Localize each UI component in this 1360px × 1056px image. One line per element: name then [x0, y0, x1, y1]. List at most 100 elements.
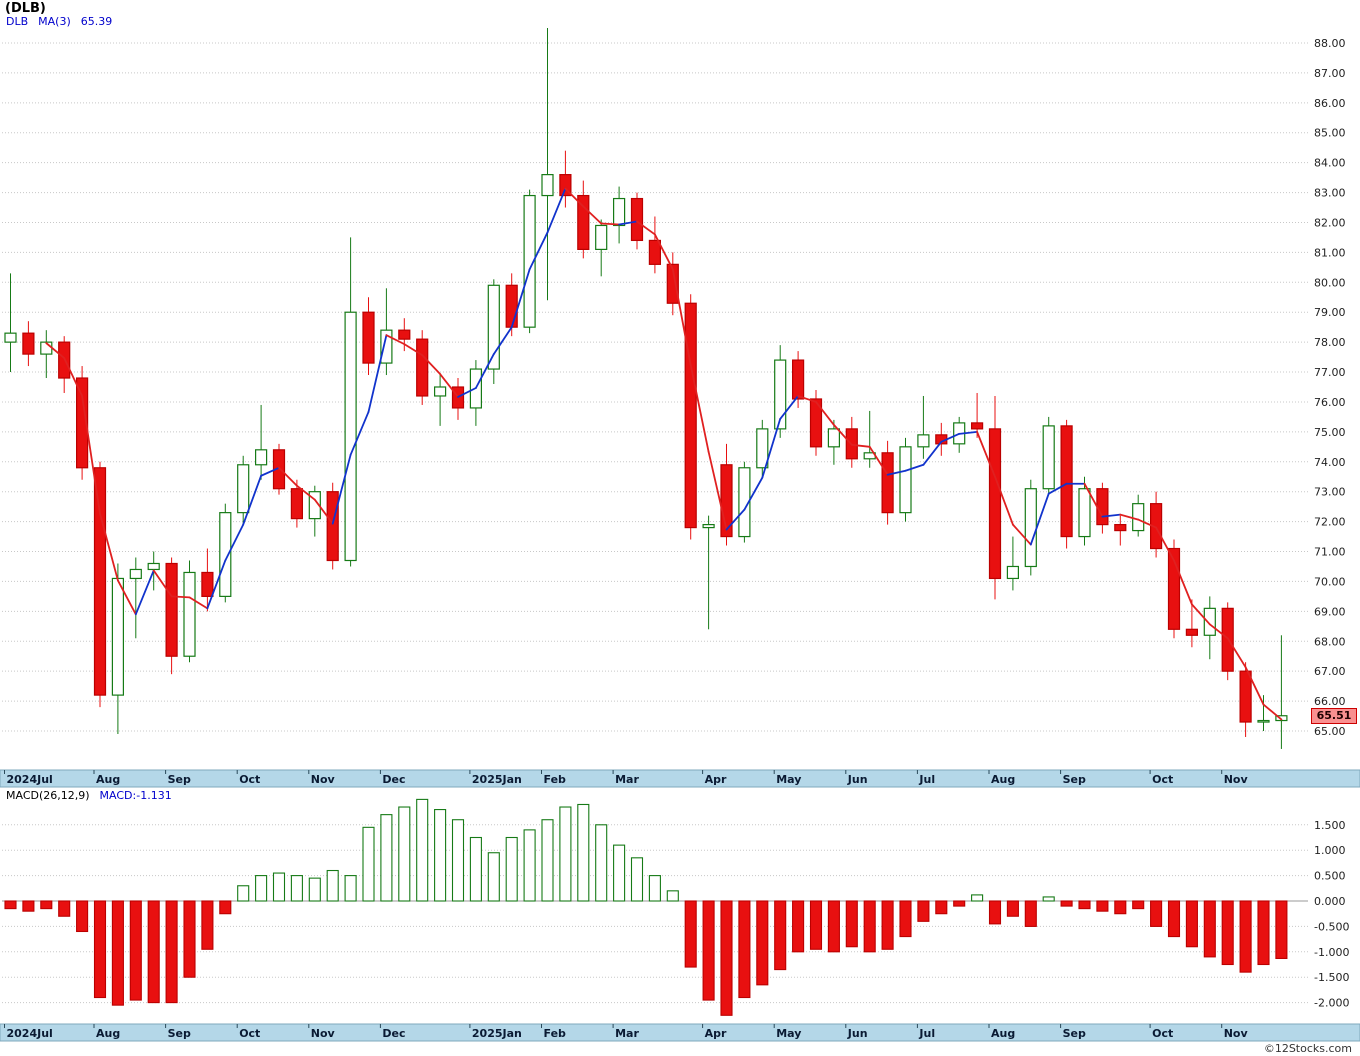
ma3-segment [779, 395, 799, 420]
candle-down [970, 422, 984, 430]
macd-bar-positive [666, 890, 679, 902]
macd-bar-positive [326, 869, 339, 902]
macd-bar-positive [451, 819, 465, 902]
macd-bar-positive [971, 894, 984, 902]
macd-bar-positive [290, 875, 303, 902]
candle-up [129, 568, 142, 580]
price-axis-label: 74.00 [1314, 456, 1346, 469]
ma3-segment [958, 430, 978, 435]
ma3-segment [1119, 513, 1140, 521]
ma3-segment [904, 463, 925, 472]
month-label: 2025Jan [472, 773, 522, 786]
candle-up [1275, 715, 1288, 722]
macd-bar-negative [988, 900, 1002, 925]
candle-up [183, 571, 196, 657]
candle-down [559, 174, 572, 197]
macd-bar-negative [76, 900, 89, 933]
ma3-segment [242, 474, 263, 526]
macd-bar-negative [756, 900, 769, 986]
macd-bar-negative [1132, 900, 1145, 910]
candle-up [917, 434, 930, 448]
month-label: Aug [991, 1027, 1015, 1040]
ma3-segment [1208, 623, 1229, 640]
candle-down [1167, 547, 1181, 630]
candle-up [756, 428, 769, 469]
month-label: Apr [705, 1027, 727, 1040]
macd-params-label: MACD(26,12,9) [6, 789, 90, 802]
ma3-segment [331, 453, 352, 525]
ma3-segment [510, 268, 531, 329]
macd-bar-negative [111, 900, 124, 1006]
ma3-segment [850, 443, 871, 448]
ma3-segment [1083, 482, 1104, 518]
month-label: Dec [382, 1027, 405, 1040]
ma3-segment [1101, 513, 1122, 518]
ma3-segment [654, 233, 674, 271]
candle-down [1060, 425, 1073, 538]
month-label: Mar [615, 773, 639, 786]
candle-down [505, 284, 518, 328]
ma3-segment [922, 440, 943, 466]
ma3-segment [725, 508, 746, 531]
ma3-segment [636, 220, 656, 236]
candle-up [434, 386, 447, 397]
candle-up [219, 512, 232, 597]
candle-down [809, 398, 823, 448]
ma3-segment [815, 401, 835, 426]
candle-down [666, 263, 679, 304]
candle-up [255, 449, 268, 466]
macd-bar-negative [1024, 900, 1037, 927]
candle-down [22, 332, 35, 355]
month-label: May [776, 773, 801, 786]
macd-bar-negative [1060, 900, 1073, 907]
macd-bar-negative [720, 900, 733, 1016]
price-axis-label: 81.00 [1314, 246, 1346, 259]
ma3-segment [188, 596, 209, 610]
ma3-segment [134, 569, 155, 616]
candle-up [487, 284, 500, 370]
ma3-segment [421, 354, 442, 375]
price-axis-label: 71.00 [1314, 546, 1346, 559]
macd-value-label: MACD:-1.131 [99, 789, 172, 802]
macd-bar-positive [255, 875, 268, 902]
candle-down [326, 491, 339, 562]
price-axis-label: 79.00 [1314, 306, 1346, 319]
last-price-label: 65.51 [1311, 707, 1357, 724]
price-axis-label: 82.00 [1314, 216, 1346, 229]
candle-up [147, 562, 160, 571]
macd-bar-negative [1167, 900, 1181, 938]
legend-symbol: DLB [6, 15, 29, 28]
price-grid: 65.00 66.00 67.00 68.00 69.00 70.00 71.00 72.00… [2, 37, 1346, 738]
price-axis-label: 83.00 [1314, 187, 1346, 200]
month-label: Nov [1224, 1027, 1249, 1040]
candle-up [1203, 607, 1216, 636]
candle-up [595, 224, 608, 250]
ma3-segment [1173, 559, 1193, 606]
candle-up [1132, 503, 1145, 532]
candle-down [1114, 523, 1127, 532]
month-label: 2024Jul [7, 1027, 53, 1040]
candle-down [93, 467, 107, 696]
ma3-segment [45, 342, 66, 359]
macd-bar-positive [1042, 896, 1055, 902]
candle-down [881, 452, 894, 514]
macd-bar-negative [881, 900, 894, 950]
chart-title: (DLB) [5, 1, 46, 16]
candle-up [380, 329, 393, 364]
candle-up [1042, 425, 1055, 490]
ma3-segment [940, 432, 961, 443]
candle-up [344, 311, 357, 562]
candle-down [577, 194, 590, 250]
price-axis-label: 68.00 [1314, 635, 1346, 648]
macd-bar-negative [4, 900, 17, 910]
macd-bar-positive [398, 806, 411, 902]
candle-up [1257, 719, 1270, 723]
macd-bar-positive [237, 885, 250, 902]
month-label: May [776, 1027, 801, 1040]
ma3-segment [868, 445, 889, 476]
legend-ma-value: 65.39 [80, 15, 113, 28]
macd-bar-negative [129, 900, 142, 1001]
macd-bar-negative [1239, 900, 1252, 973]
ma3-segment [707, 450, 728, 531]
price-axis-label: 80.00 [1314, 276, 1346, 289]
